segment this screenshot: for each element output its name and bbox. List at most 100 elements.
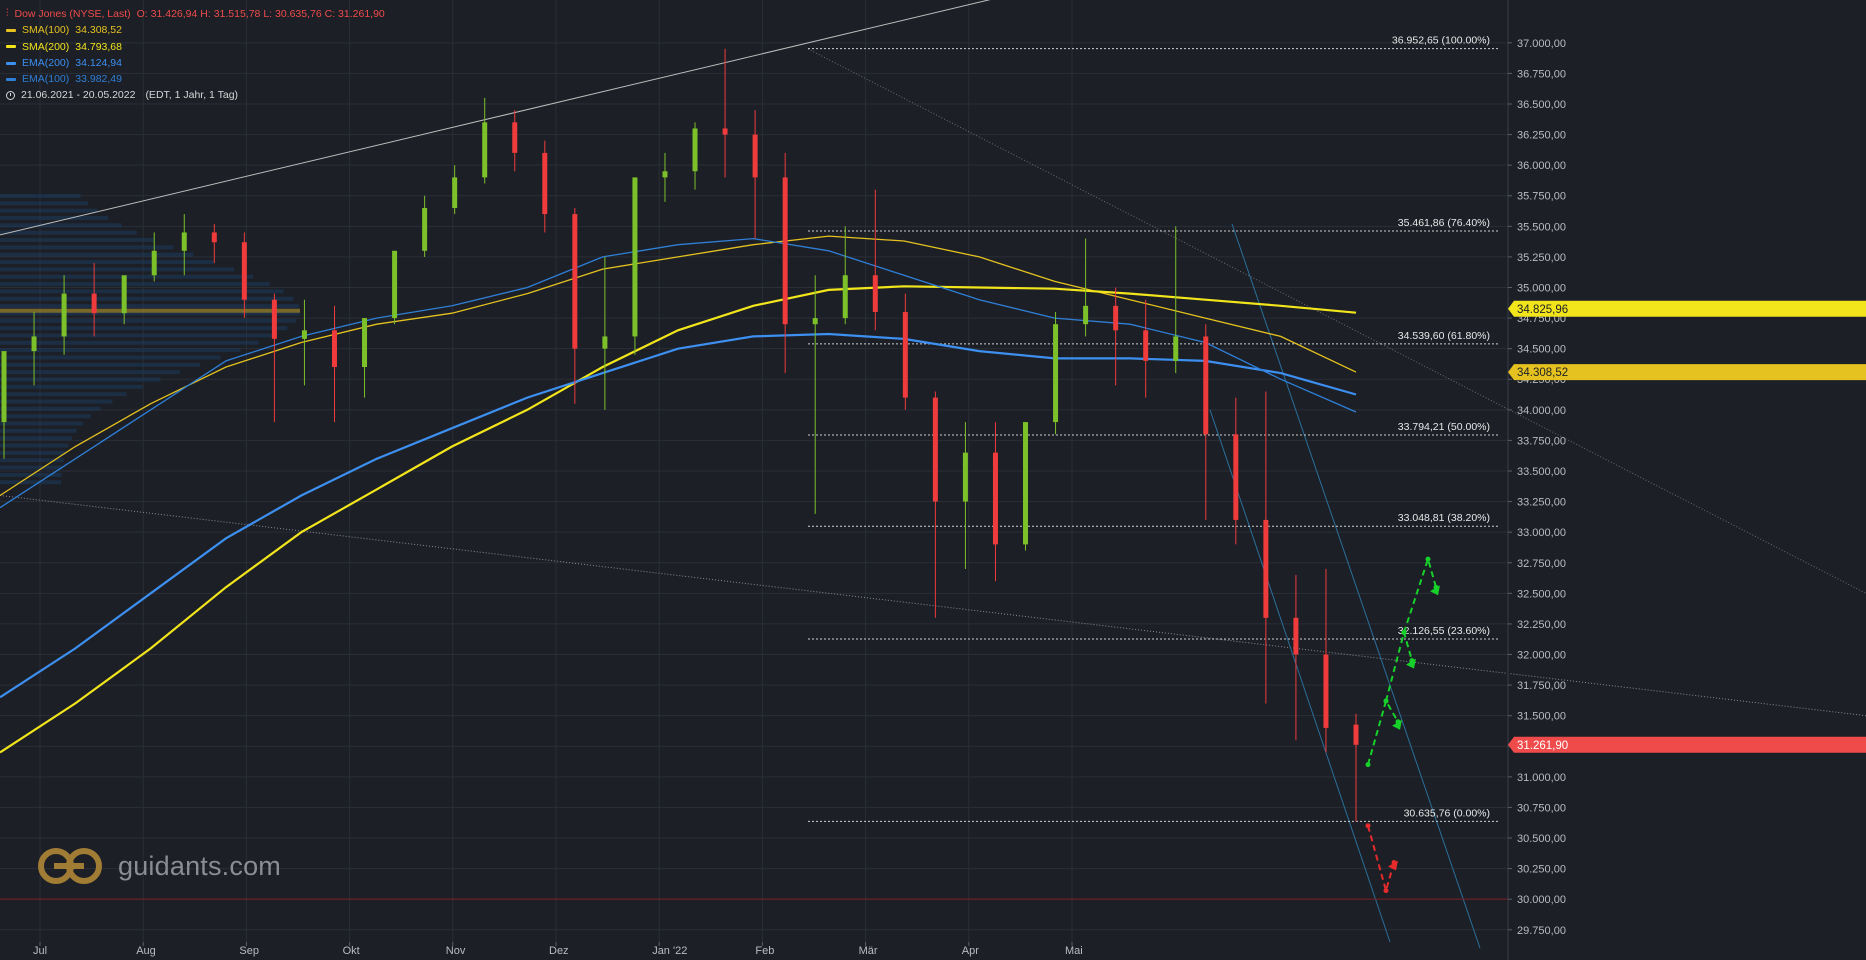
candle-body [572,214,578,349]
y-tick-label: 29.750,00 [1517,925,1566,937]
candle-body [1173,336,1179,361]
candle-body [482,122,488,178]
projection-node [1425,556,1431,562]
ma-line [0,332,1357,699]
candle-body [512,122,518,153]
ma-line [0,285,1357,754]
axes: 29.750,00 30.000,00 30.250,00 30.500,00 30.7… [33,0,1566,960]
profile-bar [0,289,284,294]
indicator-value: 34.124,94 [75,56,122,69]
candle-body [1293,617,1299,655]
y-tick-label: 36.000,00 [1517,160,1566,172]
y-tick-label: 32.250,00 [1517,619,1566,631]
projection-path [1367,698,1399,765]
indicator-value: 34.308,52 [75,24,122,37]
ema100-swatch [6,77,16,81]
ohlc-values: O: 31.426,94 H: 31.515,78 L: 30.635,76 C… [136,8,385,20]
projection-path [1385,628,1413,702]
projection-node [1401,629,1407,635]
candle-body [1323,654,1329,728]
candle-body [842,275,848,319]
profile-bar [0,245,174,250]
candle-body [121,275,127,314]
lower-trendline [0,494,1866,717]
channel-line-lower [1209,409,1391,943]
brand-text: guidants.com [118,850,281,881]
profile-bar [0,267,235,272]
arrowhead-icon [1388,860,1398,871]
profile-bar [0,311,300,316]
ema200-swatch [6,61,16,65]
candle-body [992,452,998,545]
profile-bar [0,355,221,360]
candle-body [1083,305,1089,325]
profile-bar [0,436,72,441]
candle-body [61,293,67,337]
ma-line [0,237,1357,509]
profile-bar [0,304,299,309]
fib-label: 33.794,21 (50.00%) [1398,421,1490,433]
y-tick-label: 35.250,00 [1517,252,1566,264]
candle-body [872,275,878,312]
x-tick-label: Jul [33,945,47,957]
candle-body [932,397,938,502]
projection-path [1403,555,1437,633]
candle-body [782,177,788,325]
profile-bar [0,458,64,463]
y-tick-label: 36.500,00 [1517,99,1566,111]
profile-bar [0,450,66,455]
legend-indicator[interactable]: SMA(200) 34.793,68 [6,39,385,55]
brand-watermark: guidants.com [36,846,281,886]
indicator-label: SMA(200) [22,40,70,53]
profile-bar [0,421,83,426]
x-tick-label: Apr [962,945,979,957]
x-tick-label: Feb [755,945,774,957]
candle-body [692,128,698,172]
price-badge-label: 34.308,52 [1517,367,1568,379]
legend-indicator[interactable]: SMA(100) 34.308,52 [6,22,385,38]
projection-node [1383,888,1389,894]
fib-label: 36.952,65 (100.00%) [1392,35,1490,47]
profile-bar [0,370,180,375]
x-tick-label: Aug [136,945,156,957]
y-tick-label: 31.000,00 [1517,772,1566,784]
price-badge [1508,736,1866,753]
x-tick-label: Mai [1065,945,1083,957]
profile-bar [0,252,194,257]
profile-bar [0,465,63,470]
y-tick-label: 32.750,00 [1517,558,1566,570]
candle-body [962,452,968,502]
y-tick-label: 34.000,00 [1517,405,1566,417]
projection-arrows [1365,555,1440,895]
candle-body [632,177,638,337]
candles [1,48,1359,822]
fib-label: 35.461,86 (76.40%) [1398,217,1490,229]
range-note: (EDT, 1 Jahr, 1 Tag) [145,89,239,102]
candle-body [452,177,458,208]
profile-bar [0,443,69,448]
fib-label: 30.635,76 (0.00%) [1404,807,1490,819]
y-tick-label: 31.500,00 [1517,711,1566,723]
y-tick-label: 33.000,00 [1517,527,1566,539]
upper-trendline [0,0,991,236]
profile-bar [0,333,275,338]
y-tick-label: 30.000,00 [1517,894,1566,906]
x-tick-label: Dez [549,945,569,957]
profile-bar [0,223,122,228]
legend-indicator[interactable]: EMA(200) 34.124,94 [6,55,385,71]
candle-body [662,171,668,178]
descending-trendline [807,48,1866,594]
price-badge-label: 31.261,90 [1517,740,1568,752]
legend-indicator[interactable]: EMA(100) 33.982,49 [6,71,385,87]
indicator-value: 33.982,49 [75,73,122,86]
y-tick-label: 32.000,00 [1517,650,1566,662]
candle-body [1143,330,1149,361]
fib-label: 32.126,55 (23.60%) [1398,625,1490,637]
y-tick-label: 37.000,00 [1517,38,1566,50]
projection-node [1365,823,1371,829]
candle-body [1233,434,1239,520]
fib-label: 34.539,60 (61.80%) [1398,330,1490,342]
